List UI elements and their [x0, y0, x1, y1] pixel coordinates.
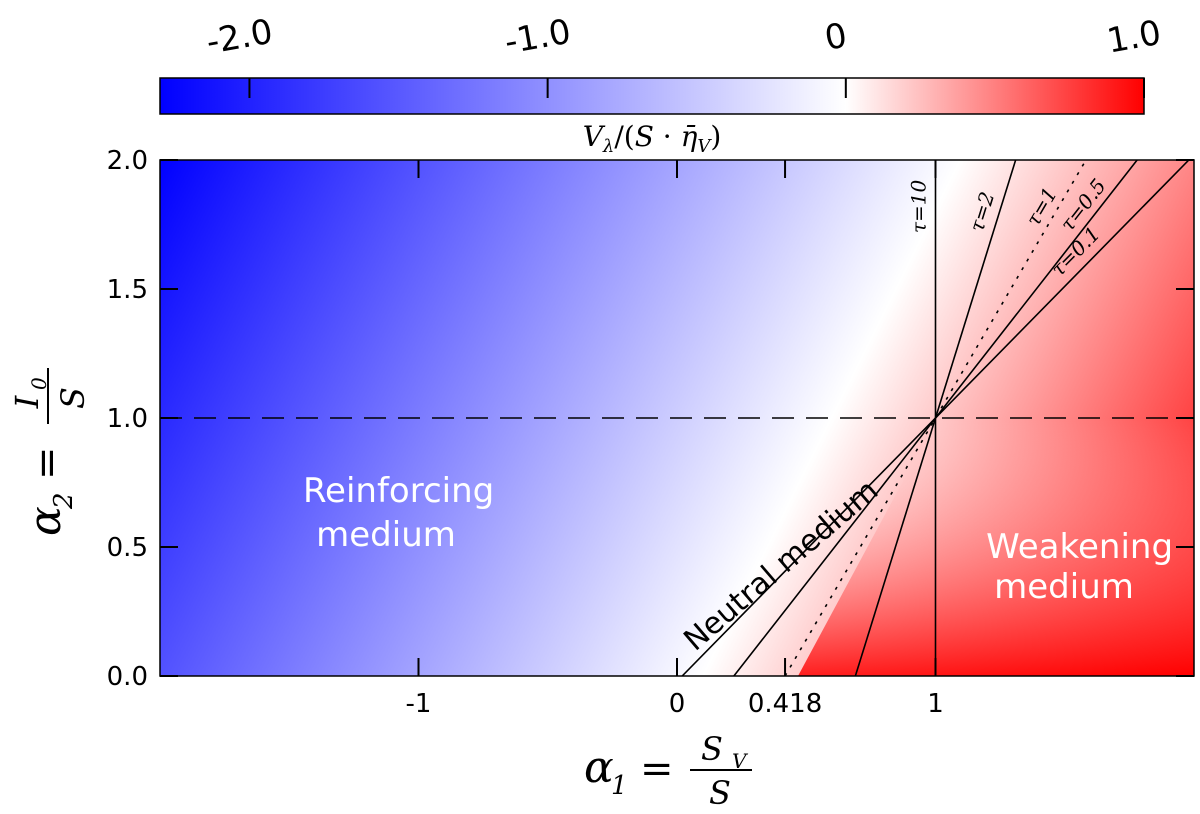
tau-label: τ=10: [907, 180, 931, 234]
colorbar: -2.0 -1.0 0 1.0 Vλ/(S · η̄V): [159, 12, 1164, 157]
x-tick-label: 1: [927, 689, 944, 719]
tau-line: [681, 160, 1190, 676]
svg-text:α: α: [584, 742, 614, 793]
x-tick-label: 0.418: [748, 689, 822, 719]
svg-text:α: α: [20, 506, 71, 536]
x-axis-label: α 1 = S V S: [584, 730, 752, 812]
x-ticks: -1 0 0.418 1: [406, 160, 944, 719]
weakening-line1: Weakening: [986, 527, 1173, 567]
x-tick-label: -1: [406, 689, 432, 719]
reinforcing-line2: medium: [316, 515, 456, 555]
svg-text:S: S: [54, 387, 92, 409]
svg-text:S: S: [709, 774, 731, 812]
colorbar-tick-label: 1.0: [1104, 13, 1164, 62]
weakening-line2: medium: [994, 567, 1134, 607]
svg-text:=: =: [24, 446, 70, 480]
svg-text:0: 0: [27, 377, 51, 390]
y-tick-label: 1.5: [107, 275, 148, 305]
y-tick-label: 1.0: [107, 404, 148, 434]
svg-text:V: V: [732, 749, 749, 773]
plot-area: τ=10 τ=2 τ=1τ=0.5τ=0.1 -1 0 0.418 1 0.00.51.0…: [107, 146, 1195, 719]
colorbar-gradient: [159, 77, 1145, 115]
colorbar-tick-label: -2.0: [203, 12, 275, 63]
svg-text:1: 1: [611, 771, 628, 801]
tau-lines: [681, 160, 1190, 676]
y-axis-label: α 2 = I 0 S: [8, 368, 92, 536]
svg-text:2: 2: [49, 492, 79, 510]
y-tick-label: 0.5: [107, 533, 148, 563]
y-tick-label: 2.0: [107, 146, 148, 176]
reinforcing-label: Reinforcing medium: [303, 471, 505, 555]
y-tick-label: 0.0: [107, 662, 148, 692]
colorbar-tick-label: -1.0: [502, 12, 574, 63]
colorbar-tick-label: 0: [822, 16, 850, 59]
svg-text:=: =: [640, 746, 674, 792]
weakening-label: Weakening medium: [986, 527, 1184, 607]
svg-text:I: I: [8, 394, 46, 409]
svg-text:S: S: [701, 730, 723, 768]
x-tick-label: 0: [669, 689, 686, 719]
colorbar-label: Vλ/(S · η̄V): [583, 120, 722, 157]
y-ticks: 0.0 0.5 1.0 1.5 2.0: [107, 146, 1194, 692]
reinforcing-line1: Reinforcing: [303, 471, 494, 511]
